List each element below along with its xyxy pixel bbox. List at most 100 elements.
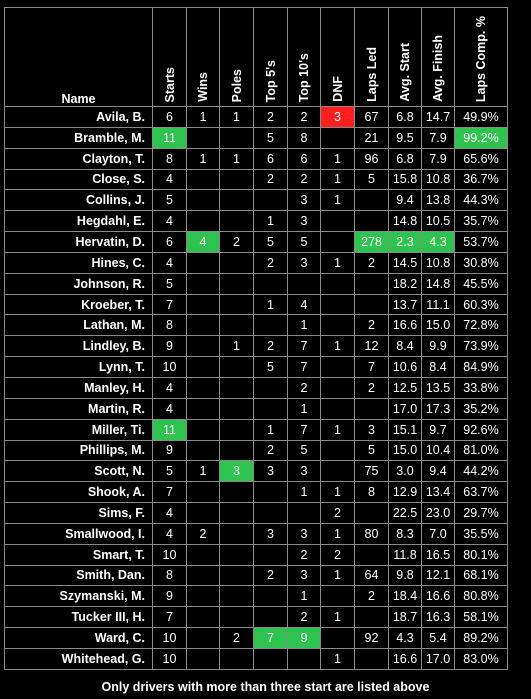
driver-name-cell: Avila, B. bbox=[4, 106, 153, 128]
cell-avg-finish: 7.9 bbox=[421, 147, 455, 170]
cell-avg-start: 4.3 bbox=[388, 627, 422, 649]
cell-laps-comp: 45.5% bbox=[454, 272, 508, 295]
cell-laps-comp: 81.0% bbox=[454, 439, 508, 462]
cell-starts: 7 bbox=[152, 293, 187, 316]
cell-avg-finish: 8.4 bbox=[421, 356, 455, 378]
cell-avg-start: 10.6 bbox=[388, 356, 422, 378]
cell-dnf bbox=[320, 314, 355, 337]
cell-starts: 5 bbox=[152, 460, 187, 483]
table-row: Miller, Ti. 11 1 7 1 3 15.1 9.7 92.6% bbox=[4, 418, 508, 441]
cell-top5 bbox=[253, 189, 288, 212]
cell-top10: 2 bbox=[287, 543, 321, 566]
cell-avg-start: 11.8 bbox=[388, 543, 422, 566]
cell-top10: 3 bbox=[287, 522, 321, 545]
cell-top10: 2 bbox=[287, 606, 321, 629]
cell-avg-finish: 5.4 bbox=[421, 627, 455, 649]
cell-laps-comp: 33.8% bbox=[454, 376, 508, 399]
table-row: Avila, B. 6 1 1 2 2 3 67 6.8 14.7 49.9% bbox=[4, 106, 508, 128]
cell-avg-finish: 17.0 bbox=[421, 647, 455, 670]
cell-laps-led bbox=[354, 272, 389, 295]
cell-dnf: 1 bbox=[320, 168, 355, 191]
cell-avg-start: 18.4 bbox=[388, 585, 422, 608]
col-header-laps-comp-label: Laps Comp. % bbox=[474, 15, 488, 102]
cell-top5 bbox=[253, 647, 288, 670]
cell-poles bbox=[219, 418, 254, 441]
cell-starts: 10 bbox=[152, 356, 187, 378]
cell-top10: 7 bbox=[287, 418, 321, 441]
cell-top5: 5 bbox=[253, 356, 288, 378]
cell-avg-start: 15.1 bbox=[388, 418, 422, 441]
cell-top10: 7 bbox=[287, 356, 321, 378]
cell-dnf bbox=[320, 293, 355, 316]
col-header-starts-label: Starts bbox=[162, 66, 177, 102]
cell-wins: 2 bbox=[186, 522, 220, 545]
cell-top10: 4 bbox=[287, 293, 321, 316]
cell-laps-comp: 30.8% bbox=[454, 251, 508, 274]
cell-top10 bbox=[287, 502, 321, 524]
cell-avg-finish: 9.7 bbox=[421, 418, 455, 441]
cell-avg-finish: 9.4 bbox=[421, 460, 455, 483]
cell-poles bbox=[219, 564, 254, 587]
cell-poles bbox=[219, 585, 254, 608]
table-row: Whitehead, G. 10 1 16.6 17.0 83.0% bbox=[4, 647, 508, 670]
driver-name-cell: Scott, N. bbox=[4, 460, 153, 483]
cell-laps-comp: 89.2% bbox=[454, 627, 508, 649]
cell-dnf bbox=[320, 356, 355, 378]
table-row: Hervatin, D. 6 4 2 5 5 278 2.3 4.3 53.7% bbox=[4, 231, 508, 253]
cell-top5: 3 bbox=[253, 460, 288, 483]
cell-laps-led bbox=[354, 647, 389, 670]
cell-laps-comp: 36.7% bbox=[454, 168, 508, 191]
cell-top10: 1 bbox=[287, 397, 321, 420]
cell-wins bbox=[186, 439, 220, 462]
cell-laps-led: 75 bbox=[354, 460, 389, 483]
cell-wins bbox=[186, 189, 220, 212]
cell-dnf: 1 bbox=[320, 251, 355, 274]
cell-avg-finish: 13.8 bbox=[421, 189, 455, 212]
cell-laps-comp: 35.7% bbox=[454, 210, 508, 233]
cell-top10: 3 bbox=[287, 189, 321, 212]
cell-wins bbox=[186, 272, 220, 295]
table-row: Sims, F. 4 2 22.5 23.0 29.7% bbox=[4, 502, 508, 524]
table-row: Scott, N. 5 1 3 3 3 75 3.0 9.4 44.2% bbox=[4, 460, 508, 483]
driver-name-cell: Szymanski, M. bbox=[4, 585, 153, 608]
cell-wins bbox=[186, 627, 220, 649]
cell-dnf: 1 bbox=[320, 189, 355, 212]
cell-top5: 2 bbox=[253, 335, 288, 358]
cell-wins bbox=[186, 293, 220, 316]
driver-name-cell: Hegdahl, E. bbox=[4, 210, 153, 233]
cell-top5: 6 bbox=[253, 147, 288, 170]
cell-dnf bbox=[320, 210, 355, 233]
cell-avg-finish: 13.5 bbox=[421, 376, 455, 399]
cell-avg-finish: 7.0 bbox=[421, 522, 455, 545]
cell-avg-start: 6.8 bbox=[388, 106, 422, 128]
cell-dnf: 1 bbox=[320, 564, 355, 587]
cell-top5: 2 bbox=[253, 106, 288, 128]
cell-starts: 11 bbox=[152, 418, 187, 441]
table-row: Bramble, M. 11 5 8 21 9.5 7.9 99.2% bbox=[4, 126, 508, 149]
cell-laps-led: 12 bbox=[354, 335, 389, 358]
cell-starts: 4 bbox=[152, 376, 187, 399]
cell-starts: 9 bbox=[152, 439, 187, 462]
col-header-name: Name bbox=[4, 7, 153, 107]
cell-top5: 2 bbox=[253, 564, 288, 587]
col-header-top5-label: Top 5's bbox=[263, 59, 278, 102]
cell-avg-finish: 12.1 bbox=[421, 564, 455, 587]
table-row: Kroeber, T. 7 1 4 13.7 11.1 60.3% bbox=[4, 293, 508, 316]
table-row: Smallwood, I. 4 2 3 3 1 80 8.3 7.0 35.5% bbox=[4, 522, 508, 545]
cell-wins: 4 bbox=[186, 231, 220, 253]
cell-laps-led: 2 bbox=[354, 376, 389, 399]
cell-top5 bbox=[253, 397, 288, 420]
table-row: Manley, H. 4 2 2 12.5 13.5 33.8% bbox=[4, 376, 508, 399]
footnote: Only drivers with more than three start … bbox=[101, 680, 430, 694]
cell-avg-start: 12.5 bbox=[388, 376, 422, 399]
cell-wins bbox=[186, 126, 220, 149]
cell-starts: 4 bbox=[152, 522, 187, 545]
cell-laps-led: 2 bbox=[354, 585, 389, 608]
driver-name-cell: Martin, R. bbox=[4, 397, 153, 420]
col-header-avg-finish-label: Avg. Finish bbox=[431, 35, 445, 102]
cell-poles bbox=[219, 606, 254, 629]
cell-avg-start: 16.6 bbox=[388, 647, 422, 670]
cell-top10: 2 bbox=[287, 376, 321, 399]
cell-wins bbox=[186, 418, 220, 441]
cell-starts: 7 bbox=[152, 606, 187, 629]
